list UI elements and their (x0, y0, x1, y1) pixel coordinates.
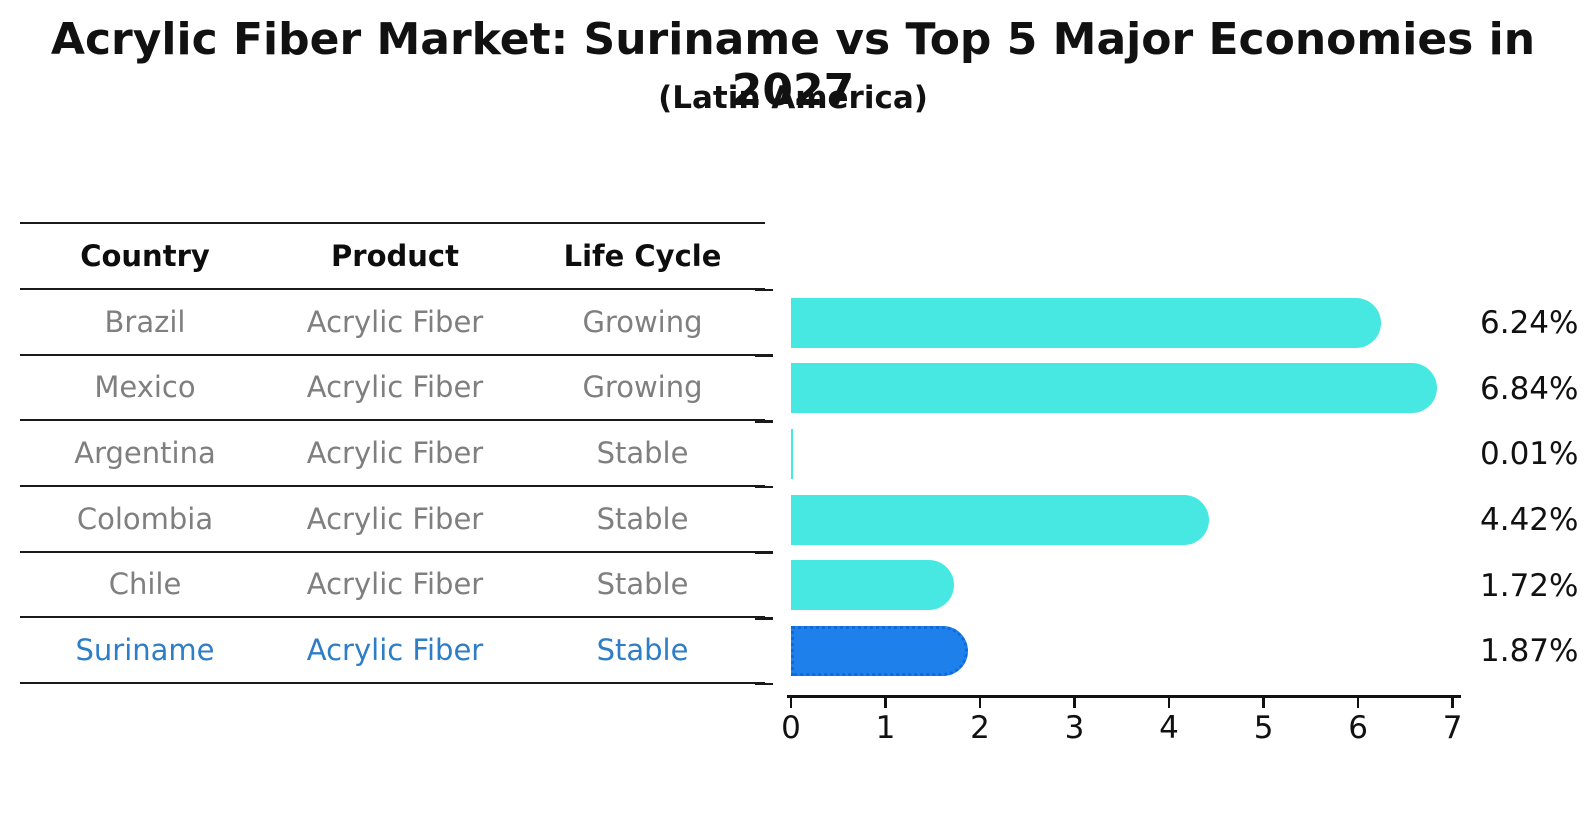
x-axis-tick (1356, 698, 1360, 708)
column-header-product: Product (331, 239, 459, 273)
table-cell-product: Acrylic Fiber (306, 304, 484, 339)
table-cell-product: Acrylic Fiber (306, 436, 484, 471)
y-axis-tick (755, 485, 773, 489)
bar-argentina (791, 429, 793, 480)
table-header-row: Country Product Life Cycle (20, 222, 765, 290)
table-cell-product: Acrylic Fiber (306, 567, 484, 602)
value-label: 6.24% (1480, 305, 1579, 341)
table-cell-country: Chile (108, 567, 182, 602)
page-title: Acrylic Fiber Market: Suriname vs Top 5 … (50, 14, 1536, 116)
x-axis-line (787, 695, 1461, 698)
bar-chart: 0 1 2 3 4 5 6 7 (755, 288, 1462, 746)
x-axis-tick-label: 4 (1159, 710, 1179, 746)
y-axis-tick (755, 682, 773, 686)
value-label: 1.87% (1480, 633, 1579, 670)
table-row: Mexico Acrylic Fiber Growing (20, 356, 765, 422)
table-cell-life_cycle: Stable (596, 501, 689, 536)
x-axis-tick-label: 6 (1348, 710, 1368, 746)
table-row: Chile Acrylic Fiber Stable (20, 553, 765, 619)
x-axis-tick (1451, 698, 1454, 708)
table-cell-product: Acrylic Fiber (306, 370, 484, 405)
table-cell-life_cycle: Stable (596, 633, 689, 668)
x-axis-tick-label: 1 (875, 710, 896, 746)
value-label: 0.01% (1480, 436, 1579, 473)
table-row: Suriname Acrylic Fiber Stable (20, 618, 765, 684)
bar-colombia (791, 494, 1209, 545)
table-cell-country: Suriname (75, 633, 215, 668)
table-row: Argentina Acrylic Fiber Stable (20, 421, 765, 487)
x-axis-tick (1073, 698, 1076, 708)
x-axis-tick-label: 3 (1064, 710, 1085, 746)
table-cell-country: Mexico (94, 370, 196, 405)
x-axis-tick-label: 5 (1253, 710, 1274, 746)
table-cell-country: Brazil (104, 304, 186, 339)
bar-brazil (791, 297, 1381, 348)
bar-suriname (791, 626, 968, 677)
x-axis-tick-label: 0 (781, 710, 801, 746)
country-table: Country Product Life Cycle Brazil Acrylic… (20, 222, 765, 684)
y-axis-tick (755, 288, 773, 292)
table-row: Colombia Acrylic Fiber Stable (20, 487, 765, 553)
column-header-country: Country (80, 239, 210, 273)
value-label: 6.84% (1480, 370, 1579, 407)
x-axis-tick (1167, 698, 1171, 708)
value-label: 4.42% (1480, 502, 1579, 538)
x-axis-tick (789, 698, 793, 708)
table-cell-life_cycle: Stable (596, 436, 689, 471)
table-cell-life_cycle: Stable (596, 567, 689, 602)
table-cell-life_cycle: Growing (582, 370, 703, 405)
table-cell-product: Acrylic Fiber (306, 501, 484, 536)
x-axis-tick-label: 2 (970, 710, 990, 746)
table-cell-country: Argentina (74, 436, 216, 471)
x-axis-tick (884, 698, 887, 708)
table-cell-product: Acrylic Fiber (306, 633, 484, 668)
y-axis-tick (755, 551, 773, 554)
column-header-lifecycle: Life Cycle (563, 239, 722, 273)
bar-chile (791, 560, 954, 611)
y-axis-tick (755, 617, 773, 620)
page-subtitle: (Latin America) (658, 80, 928, 116)
value-label: 1.72% (1480, 567, 1579, 604)
y-axis-tick (755, 354, 773, 357)
x-axis-tick-label: 7 (1442, 710, 1463, 746)
bar-mexico (791, 363, 1438, 414)
table-row: Brazil Acrylic Fiber Growing (20, 290, 765, 356)
table-cell-country: Colombia (76, 501, 214, 536)
x-axis-tick (978, 698, 982, 708)
table-body: Brazil Acrylic Fiber Growing Mexico Acrylic … (20, 290, 765, 684)
y-axis-tick (755, 420, 773, 423)
x-axis-tick (1262, 698, 1265, 708)
table-cell-life_cycle: Growing (582, 304, 703, 339)
